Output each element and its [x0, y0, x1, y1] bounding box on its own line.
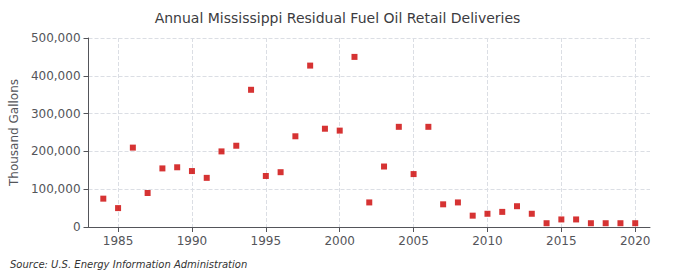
- svg-text:1990: 1990: [177, 234, 208, 248]
- svg-text:100,000: 100,000: [31, 182, 81, 196]
- svg-text:Thousand Gallons: Thousand Gallons: [7, 79, 21, 187]
- svg-text:2000: 2000: [324, 234, 355, 248]
- svg-text:2005: 2005: [398, 234, 429, 248]
- svg-text:2010: 2010: [472, 234, 503, 248]
- svg-text:400,000: 400,000: [31, 69, 81, 83]
- svg-text:Annual Mississippi Residual Fu: Annual Mississippi Residual Fuel Oil Ret…: [155, 10, 521, 26]
- svg-text:1985: 1985: [103, 234, 134, 248]
- svg-text:1995: 1995: [251, 234, 282, 248]
- svg-text:Source: U.S. Energy Informatio: Source: U.S. Energy Information Administ…: [10, 259, 247, 270]
- svg-text:2020: 2020: [620, 234, 651, 248]
- svg-text:200,000: 200,000: [31, 144, 81, 158]
- svg-text:500,000: 500,000: [31, 31, 81, 45]
- svg-text:0: 0: [73, 220, 81, 234]
- svg-text:300,000: 300,000: [31, 107, 81, 121]
- svg-text:2015: 2015: [546, 234, 577, 248]
